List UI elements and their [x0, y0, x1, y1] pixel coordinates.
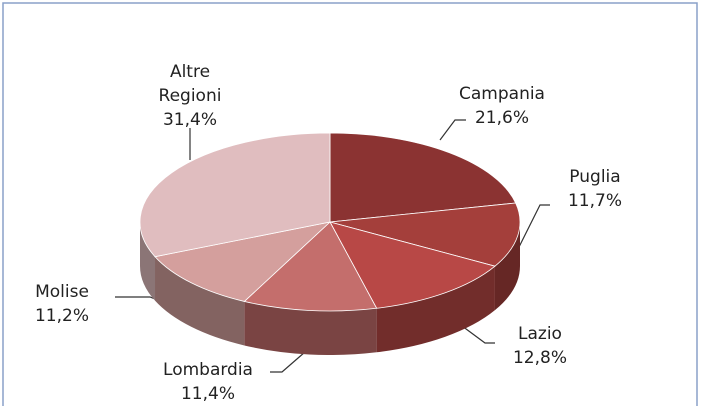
slice-label: Altre Regioni 31,4%: [145, 60, 235, 132]
slice-label: Lazio 12,8%: [513, 322, 567, 370]
pie-slice: [329, 221, 496, 309]
pie-side: [140, 222, 156, 301]
pie-slice: [329, 202, 521, 267]
pie-slice: [243, 221, 378, 312]
category-label: Molise: [35, 282, 89, 302]
leader-line: [514, 204, 550, 256]
category-label: Puglia: [569, 167, 621, 187]
slice-label: Lombardia 11,4%: [163, 358, 253, 406]
value-label: 21,6%: [474, 108, 530, 128]
value-label: 11,7%: [567, 191, 623, 211]
leader-lines: [115, 119, 550, 373]
value-label: 12,8%: [512, 348, 568, 368]
category-label: Campania: [459, 84, 545, 104]
value-label: 31,4%: [162, 110, 217, 130]
leader-line: [457, 322, 495, 344]
value-label: 11,4%: [180, 384, 235, 404]
pie-side: [155, 256, 245, 346]
pie-side: [244, 301, 377, 355]
leader-line: [439, 119, 466, 141]
value-label: 11,2%: [34, 306, 90, 326]
category-label: Altre Regioni: [158, 62, 222, 106]
slice-label: Puglia 11,7%: [568, 165, 622, 213]
leader-line: [270, 351, 306, 373]
pie-slice: [154, 221, 332, 302]
slice-label: Campania 21,6%: [459, 82, 545, 130]
category-label: Lazio: [518, 324, 562, 344]
pie-slice: [139, 132, 331, 258]
pie-side: [494, 222, 520, 311]
slice-label: Molise 11,2%: [35, 280, 89, 328]
pie-sides: [140, 222, 520, 355]
category-label: Lombardia: [163, 360, 253, 380]
pie-tops: [139, 132, 521, 312]
pie-slice: [329, 132, 517, 223]
pie-side: [376, 266, 495, 353]
